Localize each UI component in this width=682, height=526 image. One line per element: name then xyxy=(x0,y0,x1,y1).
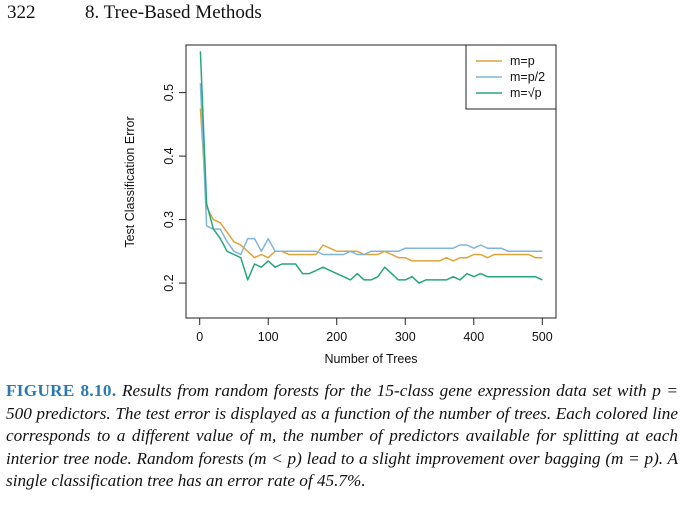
y-tick-label: 0.5 xyxy=(162,84,176,101)
figure-caption: FIGURE 8.10. Results from random forests… xyxy=(6,380,678,493)
legend-label: m=√p xyxy=(510,86,542,100)
x-axis-label: Number of Trees xyxy=(324,352,417,366)
random-forest-error-chart: 0 100 200 300 400 500 0.2 0.3 0.4 0.5 Number of … xyxy=(123,44,557,366)
caption-text: Results from random forests for the 15-c… xyxy=(6,381,678,491)
x-tick-label: 400 xyxy=(463,330,484,344)
figure-label: FIGURE 8.10. xyxy=(6,381,117,400)
chapter-title: 8. Tree-Based Methods xyxy=(85,2,262,23)
series-line-1 xyxy=(199,108,543,262)
page-number: 322 xyxy=(7,2,36,23)
y-tick-label: 0.2 xyxy=(162,274,176,291)
legend: m=p m=p/2 m=√p xyxy=(465,44,557,110)
page-header: 322 8. Tree-Based Methods xyxy=(0,0,682,30)
x-tick-label: 200 xyxy=(326,330,347,344)
y-tick-label: 0.3 xyxy=(162,211,176,228)
x-tick-label: 100 xyxy=(258,330,279,344)
series-line-3 xyxy=(199,51,543,284)
x-tick-label: 300 xyxy=(395,330,416,344)
series-line-2 xyxy=(199,83,543,256)
legend-label: m=p/2 xyxy=(510,70,545,84)
y-tick-label: 0.4 xyxy=(162,147,176,164)
legend-label: m=p xyxy=(510,54,535,68)
y-axis-label: Test Classification Error xyxy=(123,116,137,247)
x-axis: 0 100 200 300 400 500 xyxy=(196,318,553,344)
x-tick-label: 0 xyxy=(196,330,203,344)
series-lines xyxy=(199,51,543,284)
x-tick-label: 500 xyxy=(532,330,553,344)
plot-frame xyxy=(185,44,557,319)
y-axis: 0.2 0.3 0.4 0.5 xyxy=(162,84,186,292)
